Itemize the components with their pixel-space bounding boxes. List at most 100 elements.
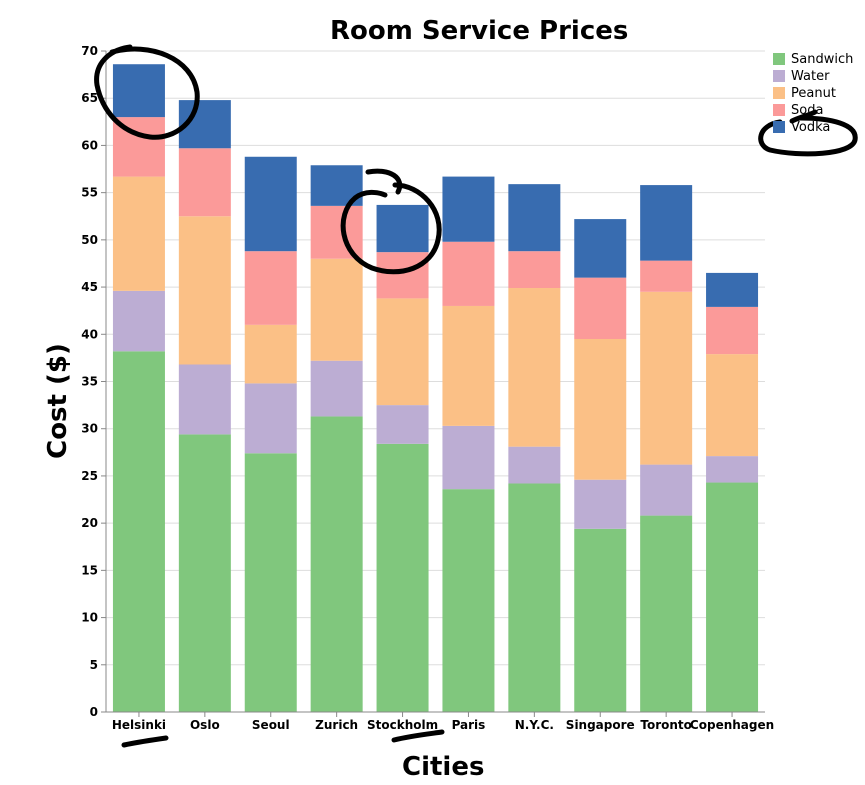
bar-segment-soda [706,306,759,355]
circle-annotation-stockholm [340,168,442,275]
x-tick-label: Toronto [640,718,692,732]
bar-segment-vodka [706,272,759,307]
x-axis-label: Cities [402,752,485,782]
bar-segment-vodka [244,156,297,252]
y-tick-label: 65 [81,91,98,105]
x-tick-label: Oslo [190,718,220,732]
circle-annotation-vodka-legend [758,109,858,157]
bar-segment-water [640,464,693,516]
hand-drawn-annotations [94,44,858,748]
legend-swatch [773,70,785,82]
legend-label: Vodka [791,119,831,135]
bar-segment-water [706,456,759,483]
y-tick-label: 15 [81,563,98,577]
bar-segment-sandwich [508,483,561,712]
bar-segment-peanut [112,176,165,291]
legend-label: Water [791,68,830,84]
bar-segment-peanut [178,216,231,365]
bar-segment-vodka [112,64,165,118]
bar-segment-soda [244,251,297,325]
y-tick-label: 5 [90,658,98,672]
bar-segment-water [508,446,561,484]
legend-item-soda: Soda [773,101,853,119]
x-tick-label: Paris [452,718,486,732]
x-tick-label: Stockholm [367,718,438,732]
y-tick-label: 55 [81,186,98,200]
bar-segment-soda [178,148,231,217]
chart-title: Room Service Prices [330,16,629,46]
legend-swatch [773,53,785,65]
y-tick-label: 50 [81,233,98,247]
bar-segment-sandwich [310,416,363,712]
circle-annotation-helsinki [94,44,200,140]
bar-segment-water [574,479,627,529]
bar-segment-peanut [244,324,297,384]
legend-swatch [773,121,785,133]
y-tick-label: 45 [81,280,98,294]
y-axis-label: Cost ($) [43,343,73,459]
y-tick-label: 10 [81,611,98,625]
bar-segment-vodka [442,176,495,242]
bar-segment-water [376,405,429,444]
bar-segment-vodka [376,204,429,253]
bar-segment-vodka [574,219,627,278]
bar-segment-peanut [574,339,627,480]
bar-segment-sandwich [640,515,693,712]
legend-item-peanut: Peanut [773,84,853,102]
y-tick-label: 30 [81,422,98,436]
legend: Sandwich Water Peanut Soda Vodka [773,50,853,135]
bar-segment-water [244,383,297,454]
bar-segment-sandwich [376,443,429,712]
bar-segment-soda [376,252,429,299]
bar-segment-peanut [442,305,495,426]
y-tick-label: 60 [81,138,98,152]
x-tick-label: Singapore [566,718,635,732]
legend-item-vodka: Vodka [773,118,853,136]
bar-segment-sandwich [442,489,495,712]
bar-segment-peanut [376,298,429,406]
x-tick-label: Copenhagen [690,718,774,732]
legend-item-water: Water [773,67,853,85]
y-tick-label: 20 [81,516,98,530]
y-tick-label: 25 [81,469,98,483]
x-tick-label: Zurich [315,718,358,732]
x-tick-label: N.Y.C. [515,718,554,732]
bar-segment-water [178,364,231,435]
underline-helsinki [121,735,169,748]
y-tick-label: 35 [81,375,98,389]
bar-segment-soda [508,251,561,289]
x-tick-label: Helsinki [112,718,166,732]
bar-segment-water [442,425,495,490]
legend-swatch [773,87,785,99]
bar-segment-sandwich [112,351,165,712]
axes: 0 5 10 15 20 25 30 35 40 45 50 55 60 65 70 Helsinki Oslo… [81,44,774,732]
bar-segment-peanut [508,288,561,447]
bar-segment-sandwich [574,528,627,712]
y-tick-label: 0 [90,705,98,719]
bar-segment-peanut [310,258,363,361]
bar-segment-sandwich [706,482,759,712]
legend-label: Peanut [791,85,836,101]
y-tick-label: 40 [81,327,98,341]
bar-segment-peanut [640,291,693,465]
bars [112,64,759,712]
bar-segment-water [112,290,165,352]
bar-segment-soda [310,205,363,259]
y-tick-label: 70 [81,44,98,58]
bar-segment-peanut [706,354,759,457]
bar-segment-soda [640,260,693,292]
x-tick-label: Seoul [252,718,290,732]
legend-item-sandwich: Sandwich [773,50,853,68]
legend-label: Sandwich [791,51,854,67]
legend-label: Soda [791,102,824,118]
bar-segment-water [310,360,363,417]
bar-segment-sandwich [244,453,297,712]
bar-segment-vodka [508,184,561,252]
bar-segment-sandwich [178,434,231,712]
bar-segment-vodka [640,185,693,261]
underline-stockholm [391,729,445,743]
bar-segment-soda [574,277,627,340]
bar-segment-soda [442,241,495,306]
legend-swatch [773,104,785,116]
